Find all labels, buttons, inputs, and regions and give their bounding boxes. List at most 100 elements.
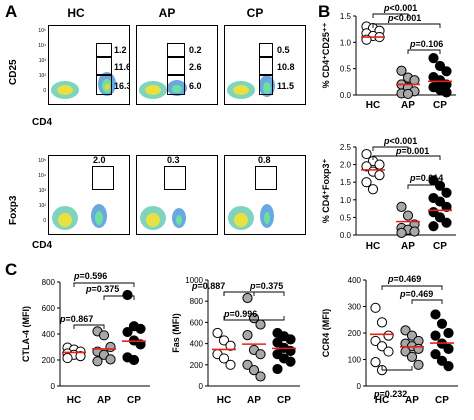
data-point <box>430 309 441 320</box>
p-value-annotation: p<0.001 <box>383 136 417 146</box>
gate-cd25-high <box>167 43 185 57</box>
x-tick-label: CP <box>277 395 291 406</box>
flow-bottom-yticks: 10⁵ 10⁴ 10³ 10² 0 <box>30 154 46 229</box>
y-tick-label: 1.0 <box>340 196 352 205</box>
gate-value: 0.8 <box>258 155 271 165</box>
data-point <box>225 340 236 351</box>
flow-top-yticks: 10⁵ 10⁴ 10³ 10² 0 <box>30 24 46 99</box>
panel-label-a: A <box>5 2 18 21</box>
gate-value: 6.0 <box>189 81 202 91</box>
scatter-chart-cd25: 0.0 0.5 1.0 1.5 % CD4⁺CD25⁺⁺ HC AP CP p<0.001p<0… <box>321 3 456 111</box>
data-point <box>409 226 420 237</box>
y-tick-label: 1.0 <box>340 38 352 47</box>
data-point <box>441 217 452 228</box>
y-tick-label: 0 <box>199 382 204 391</box>
gate-foxp3 <box>164 166 186 190</box>
gate-foxp3 <box>92 166 114 190</box>
significance-bracket <box>411 299 443 304</box>
data-point <box>105 341 116 353</box>
data-point <box>406 351 418 362</box>
data-point <box>374 170 385 181</box>
y-axis-label: CTLA-4 (MFI) <box>21 306 31 362</box>
x-tick-label: HC <box>366 100 380 111</box>
significance-bracket <box>73 324 105 329</box>
scatter-chart-fas: 0 200 400 600 800 1000 Fas (MFI) HC AP CP p=0.887 p… <box>171 276 300 406</box>
y-tick-label: 1.5 <box>340 12 352 21</box>
y-tick-label: 1000 <box>185 276 203 285</box>
density-plot <box>140 206 186 230</box>
data-point <box>443 343 454 355</box>
p-value-annotation: p=0.375 <box>85 284 119 294</box>
tick-label: 10² <box>38 73 46 79</box>
data-point <box>248 365 260 376</box>
scatter-chart-ctla4: 0 200 400 600 800 CTLA-4 (MFI) HC AP CP p=0.596 p=… <box>21 271 150 406</box>
significance-bracket <box>381 366 413 371</box>
gate-value: 11.5 <box>277 81 295 91</box>
data-point <box>242 292 253 304</box>
x-tick-label: AP <box>401 100 415 111</box>
data-point <box>430 349 441 360</box>
x-tick-label: AP <box>247 395 261 406</box>
p-value-annotation: p=0.867 <box>59 314 93 324</box>
data-point <box>122 289 133 301</box>
tick-label: 10² <box>38 203 46 209</box>
tick-label: 10³ <box>38 188 46 194</box>
significance-bracket <box>407 49 441 54</box>
density-plot <box>139 80 187 99</box>
data-point <box>98 330 110 341</box>
gate-value: 2.0 <box>93 155 106 165</box>
data-point <box>376 341 388 352</box>
gate-value: 1.2 <box>114 45 127 55</box>
data-point <box>255 349 266 360</box>
significance-bracket <box>223 316 285 321</box>
data-point <box>361 161 372 172</box>
data-point <box>272 363 283 375</box>
gate-cd25-low <box>96 75 112 95</box>
data-point <box>361 177 372 188</box>
p-value-annotation: p=0.232 <box>373 389 407 399</box>
data-point <box>441 187 452 198</box>
gate-value: 2.6 <box>189 62 202 72</box>
data-point <box>406 330 418 341</box>
data-point <box>428 221 439 232</box>
gate-cd25-high <box>96 43 112 57</box>
flow-plot-top-hc: 1.2 11.6 16.3 <box>48 25 130 105</box>
y-tick-label: 0.0 <box>340 91 352 100</box>
tick-label: 0 <box>43 218 46 224</box>
tick-label: 10⁴ <box>38 173 46 179</box>
data-point <box>242 330 253 341</box>
y-axis-label: Fas (MFI) <box>171 313 181 353</box>
x-tick-label: AP <box>401 241 415 252</box>
y-tick-label: 400 <box>348 276 362 285</box>
flow-top-ylabel: CD25 <box>8 59 19 85</box>
flow-plot-bottom-cp: 0.8 <box>224 155 306 235</box>
y-tick-label: 0.0 <box>340 231 352 240</box>
y-tick-label: 300 <box>348 303 362 312</box>
y-tick-label: 0 <box>357 382 362 391</box>
data-point <box>441 66 452 77</box>
panel-label-b: B <box>318 2 331 21</box>
data-point <box>285 356 296 367</box>
density-plot <box>228 204 274 230</box>
y-tick-label: 2.5 <box>340 143 352 152</box>
condition-hc: HC <box>67 6 85 20</box>
x-tick-label: CP <box>433 100 447 111</box>
data-point <box>105 354 116 365</box>
data-point <box>370 335 381 347</box>
data-point <box>430 330 441 341</box>
significance-bracket <box>407 184 441 189</box>
y-tick-label: 1.5 <box>340 178 352 187</box>
significance-bracket <box>372 13 409 18</box>
y-tick-label: 200 <box>190 361 204 370</box>
data-point <box>443 327 454 339</box>
y-tick-label: 200 <box>348 329 362 338</box>
p-value-annotation: p=0.996 <box>223 309 257 319</box>
flow-plot-top-cp: 0.5 10.8 11.5 <box>224 25 306 105</box>
p-value-annotation: p=0.001 <box>395 146 429 156</box>
data-point <box>122 326 133 338</box>
data-point <box>255 371 266 382</box>
flow-plot-bottom-ap: 0.3 <box>136 155 218 235</box>
flow-bottom-xlabel: CD4 <box>32 240 53 251</box>
data-point <box>361 148 372 160</box>
y-tick-label: 0.5 <box>340 65 352 74</box>
